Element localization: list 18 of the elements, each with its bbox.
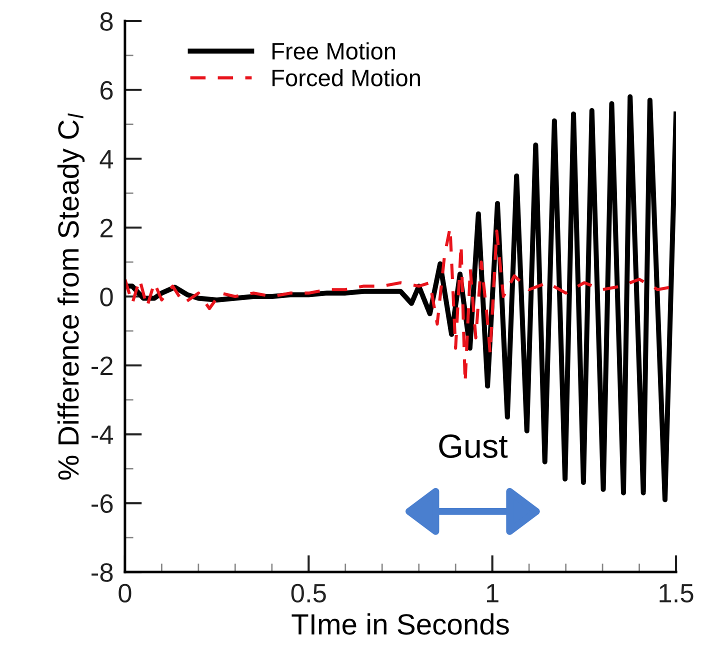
y-tick-label: 0 bbox=[100, 288, 113, 306]
legend-label: Forced Motion bbox=[272, 68, 420, 86]
y-axis-title: % Difference from Steady C$_{l}$ bbox=[57, 113, 85, 480]
x-axis-title: TIme in Seconds bbox=[292, 613, 509, 635]
y-tick-label: -2 bbox=[92, 356, 113, 375]
y-tick-label: 8 bbox=[100, 12, 113, 31]
legend-label: Free Motion bbox=[272, 42, 396, 60]
y-tick-label: -4 bbox=[92, 426, 114, 444]
x-tick-label: 1.5 bbox=[660, 584, 694, 603]
annotation: Gust bbox=[439, 434, 508, 458]
y-tick-label: 4 bbox=[100, 150, 114, 168]
y-tick-label: 2 bbox=[100, 218, 113, 238]
y-tick-label: -8 bbox=[92, 563, 113, 582]
y-tick-label: -6 bbox=[92, 494, 113, 513]
x-tick-label: 0 bbox=[118, 584, 132, 603]
x-tick-label: 1 bbox=[487, 584, 498, 602]
y-tick-label: 6 bbox=[100, 81, 113, 100]
x-tick-label: 0.5 bbox=[291, 584, 326, 603]
